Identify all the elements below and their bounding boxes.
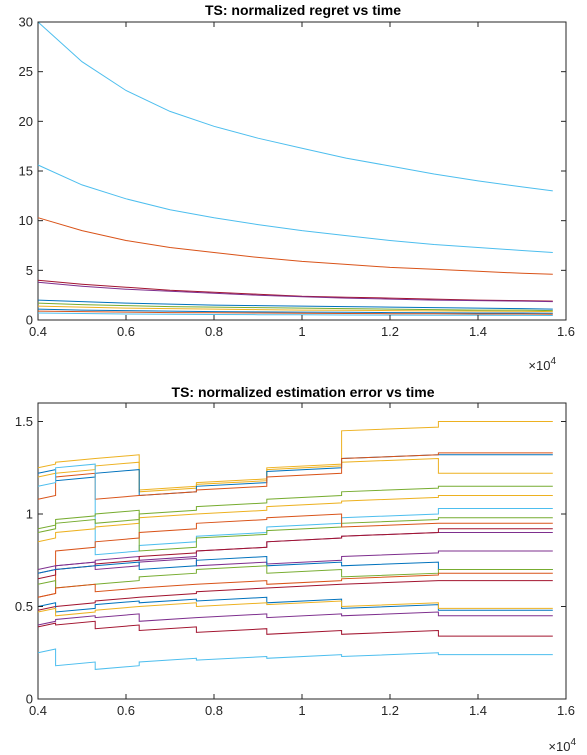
series-line (37, 421, 553, 491)
series-line (37, 600, 553, 617)
y-tick-label: 15 (19, 164, 33, 179)
x-tick-label: 0.6 (117, 703, 135, 718)
chart-title: TS: normalized estimation error vs time (172, 384, 435, 400)
series-line (37, 611, 553, 626)
series-line (37, 596, 553, 613)
x-ticks: 0.4 0.6 0.8 1 1.2 1.4 1.6 (29, 403, 575, 718)
chart-regret: TS: normalized regret vs time 0.4 0.6 0.8 1… (19, 2, 576, 373)
series-lines (37, 421, 553, 670)
series-line (37, 164, 553, 253)
series-line (37, 620, 553, 637)
series-line (37, 305, 553, 313)
x-tick-label: 0.4 (29, 703, 47, 718)
y-ticks: 0 5 10 15 20 25 30 (19, 15, 566, 328)
series-line (37, 495, 553, 543)
x-tick-label: 1.4 (469, 703, 487, 718)
x-tick-label: 1 (298, 324, 305, 339)
x-tick-label: 1 (298, 703, 305, 718)
series-line (37, 21, 553, 192)
series-line (37, 648, 553, 670)
series-line (37, 299, 553, 310)
series-line (37, 310, 553, 315)
x-tick-label: 1.6 (557, 703, 575, 718)
y-tick-label: 0 (26, 692, 33, 707)
y-tick-label: 1.5 (15, 414, 33, 429)
series-line (37, 572, 553, 598)
y-tick-label: 1 (26, 507, 33, 522)
y-tick-label: 30 (19, 15, 33, 30)
series-line (37, 452, 553, 500)
series-line (37, 555, 553, 574)
y-tick-label: 0 (26, 313, 33, 328)
y-tick-label: 0.5 (15, 599, 33, 614)
x-tick-label: 0.8 (205, 324, 223, 339)
x-tick-label: 1.4 (469, 324, 487, 339)
x-tick-label: 0.8 (205, 703, 223, 718)
series-line (37, 302, 553, 312)
series-line (37, 485, 553, 533)
x-tick-label: 1.6 (557, 324, 575, 339)
y-ticks: 0 0.5 1 1.5 (15, 414, 566, 707)
series-line (37, 217, 553, 275)
y-tick-label: 20 (19, 114, 33, 129)
series-line (37, 281, 553, 303)
x-tick-label: 1.2 (381, 324, 399, 339)
chart-title: TS: normalized regret vs time (205, 2, 401, 18)
series-line (37, 513, 553, 598)
series-line (37, 580, 553, 611)
y-tick-label: 5 (26, 263, 33, 278)
y-tick-label: 10 (19, 213, 33, 228)
x-exponent-label: ×104 (548, 737, 576, 754)
chart-estimation-error: TS: normalized estimation error vs time … (15, 384, 577, 754)
y-tick-label: 25 (19, 64, 33, 79)
x-tick-label: 0.4 (29, 324, 47, 339)
x-ticks: 0.4 0.6 0.8 1 1.2 1.4 1.6 (29, 22, 575, 339)
x-tick-label: 0.6 (117, 324, 135, 339)
x-tick-label: 1.2 (381, 703, 399, 718)
x-exponent-label: ×104 (528, 356, 556, 373)
series-line (37, 308, 553, 314)
series-line (37, 509, 553, 552)
